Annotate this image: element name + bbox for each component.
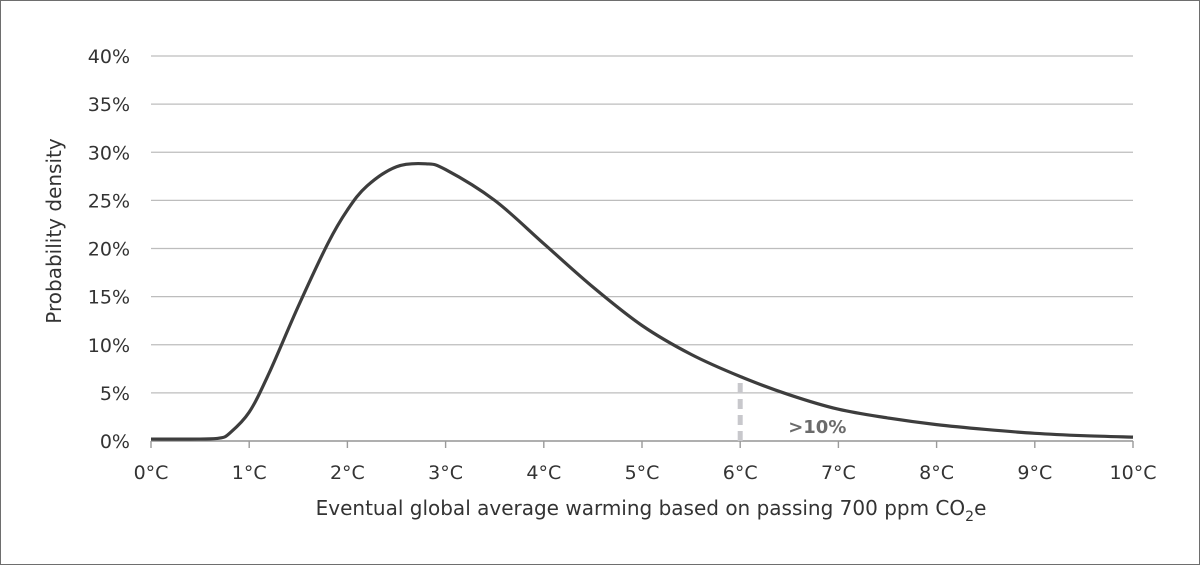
y-tick-label: 35% <box>88 94 130 116</box>
y-tick-label: 40% <box>88 46 130 68</box>
x-tick-label: 3°C <box>428 462 463 484</box>
y-tick-label: 5% <box>100 383 130 405</box>
x-tick-label: 10°C <box>1110 462 1157 484</box>
x-tick-label: 8°C <box>919 462 954 484</box>
x-tick-label: 0°C <box>134 462 169 484</box>
x-tick-label: 9°C <box>1017 462 1052 484</box>
y-tick-label: 15% <box>88 287 130 309</box>
x-tick-label: 4°C <box>526 462 561 484</box>
y-axis-title: Probability density <box>42 138 66 324</box>
y-tick-label: 10% <box>88 335 130 357</box>
x-tick-label: 2°C <box>330 462 365 484</box>
x-axis-ticks: 0°C 1°C 2°C 3°C 4°C 5°C 6°C 7°C 8°C 9°C 10°C <box>134 441 1157 484</box>
x-tick-label: 6°C <box>723 462 758 484</box>
grid-lines <box>151 55 1133 442</box>
threshold-label: >10% <box>788 417 846 438</box>
density-curve <box>150 161 1134 441</box>
x-tick-label: 5°C <box>625 462 660 484</box>
y-tick-label: 20% <box>88 239 130 261</box>
y-tick-label: 25% <box>88 190 130 212</box>
y-axis-ticks: 0% 5% 10% 15% 20% 25% 30% 35% 40% <box>88 46 130 453</box>
x-tick-label: 1°C <box>232 462 267 484</box>
y-tick-label: 30% <box>88 142 130 164</box>
y-tick-label: 0% <box>100 431 130 453</box>
x-axis-title: Eventual global average warming based on… <box>316 496 987 525</box>
x-tick-label: 7°C <box>821 462 856 484</box>
